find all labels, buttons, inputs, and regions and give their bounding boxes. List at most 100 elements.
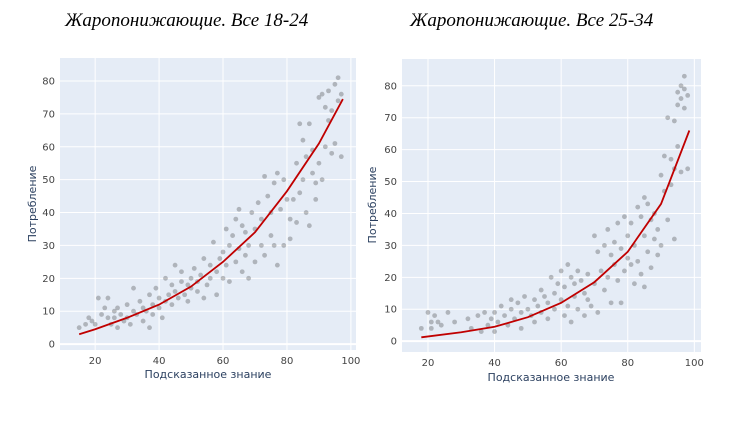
chart-title-18-24: Жаропонижающие. Все 18-24 <box>65 10 309 31</box>
scatter-point <box>137 298 143 304</box>
x-tick-label: 100 <box>341 356 360 367</box>
scatter-point <box>482 310 487 315</box>
scatter-point <box>432 313 438 319</box>
scatter-point <box>545 316 551 322</box>
scatter-point <box>508 297 514 303</box>
y-tick-label: 10 <box>384 305 397 316</box>
x-axis-label: Подсказанное знание <box>488 371 615 384</box>
scatter-point <box>83 321 88 327</box>
scatter-point <box>300 137 306 143</box>
scatter-point <box>665 115 671 121</box>
scatter-point <box>265 193 271 199</box>
scatter-point <box>338 91 344 97</box>
scatter-point <box>182 292 188 298</box>
y-tick-label: 20 <box>42 274 55 285</box>
scatter-point <box>329 150 335 156</box>
scatter-point <box>214 269 220 275</box>
scatter-point <box>488 316 494 322</box>
scatter-point <box>115 325 120 331</box>
scatter-point <box>156 305 162 311</box>
scatter-point <box>274 262 280 268</box>
scatter-point <box>655 227 661 232</box>
scatter-point <box>558 297 564 303</box>
y-tick-label: 80 <box>384 81 397 92</box>
scatter-point <box>582 313 587 319</box>
scatter-point <box>638 271 644 277</box>
y-tick-label: 50 <box>384 177 397 188</box>
scatter-point <box>502 313 507 319</box>
scatter-point <box>435 319 441 325</box>
scatter-point <box>565 262 571 267</box>
fit-line <box>78 98 344 336</box>
scatter-point <box>111 308 117 314</box>
scatter-point <box>297 190 303 196</box>
scatter-point <box>303 154 309 160</box>
scatter-point <box>326 88 331 94</box>
scatter-point <box>658 172 664 178</box>
scatter-point <box>204 282 210 288</box>
scatter-point <box>332 81 338 87</box>
scatter-point <box>236 206 242 212</box>
scatter-point <box>195 289 200 294</box>
scatter-point <box>542 294 547 299</box>
scatter-point <box>562 313 567 319</box>
scatter-point <box>522 294 527 299</box>
scatter-point <box>127 321 133 327</box>
scatter-point <box>310 170 315 176</box>
scatter-point <box>538 287 544 293</box>
scatter-point <box>303 210 309 215</box>
scatter-point <box>638 214 644 220</box>
scatter-point <box>681 105 687 111</box>
scatter-point <box>140 305 146 311</box>
scatter-point <box>198 272 204 278</box>
scatter-point <box>475 313 481 319</box>
scatter-point <box>105 315 111 321</box>
scatter-point <box>188 275 194 281</box>
scatter-point <box>628 262 634 267</box>
y-tick-label: 30 <box>42 241 55 252</box>
scatter-point <box>207 275 213 281</box>
scatter-point <box>645 249 651 255</box>
scatter-point <box>552 306 557 312</box>
scatter-point <box>329 108 335 114</box>
scatter-point <box>179 269 184 275</box>
scatter-point <box>648 265 654 271</box>
scatter-point <box>131 285 136 291</box>
scatter-point <box>262 252 267 258</box>
scatter-point <box>508 306 514 312</box>
y-tick-label: 70 <box>384 113 397 124</box>
scatter-point <box>618 246 624 251</box>
scatter-point <box>552 290 557 296</box>
scatter-point <box>131 308 136 314</box>
scatter-point <box>172 289 178 294</box>
scatter-point <box>268 233 274 238</box>
scatter-point <box>319 177 325 183</box>
scatter-point <box>220 275 226 281</box>
scatter-point <box>300 177 306 183</box>
scatter-point <box>223 226 229 232</box>
scatter-point <box>532 319 537 325</box>
x-tick-label: 20 <box>422 358 435 369</box>
scatter-point <box>217 256 223 261</box>
scatter-point <box>207 262 213 268</box>
scatter-point <box>147 325 152 331</box>
y-tick-label: 70 <box>42 109 55 120</box>
scatter-point <box>175 295 181 301</box>
scatter-point <box>284 196 290 202</box>
scatter-point <box>281 177 287 183</box>
scatter-point <box>568 274 574 280</box>
scatter-point <box>118 312 124 317</box>
scatter-point <box>558 268 564 274</box>
scatter-point <box>319 91 325 97</box>
scatter-point <box>548 274 554 280</box>
scatter-point <box>140 318 146 324</box>
scatter-point <box>274 170 280 176</box>
scatter-point <box>281 243 287 248</box>
scatter-point <box>525 306 531 312</box>
scatter-point <box>211 239 216 245</box>
scatter-point <box>102 305 108 311</box>
scatter-point <box>246 243 251 248</box>
scatter-point <box>99 312 104 317</box>
scatter-point <box>316 160 322 166</box>
scatter-point <box>249 210 255 215</box>
